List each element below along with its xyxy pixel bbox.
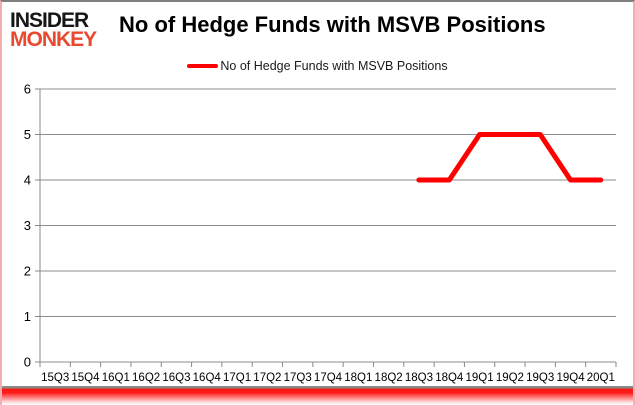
- x-axis-label: 16Q2: [132, 372, 160, 384]
- y-axis-label: 3: [24, 218, 31, 233]
- x-axis-label: 17Q2: [253, 372, 281, 384]
- y-axis-label: 4: [24, 173, 31, 188]
- x-axis-label: 16Q3: [162, 372, 190, 384]
- x-axis-label: 15Q3: [41, 372, 69, 384]
- x-axis-label: 16Q4: [193, 372, 222, 384]
- legend: No of Hedge Funds with MSVB Positions: [2, 59, 633, 73]
- x-axis-label: 19Q1: [466, 372, 494, 384]
- logo-line1: INSIDER: [10, 9, 89, 32]
- x-axis-label: 17Q3: [284, 372, 312, 384]
- y-axis-label: 0: [24, 355, 31, 370]
- x-axis-label: 17Q4: [314, 372, 343, 384]
- x-axis-label: 18Q2: [375, 372, 403, 384]
- x-axis-label: 16Q1: [102, 372, 130, 384]
- x-axis-label: 19Q4: [556, 372, 585, 384]
- y-axis-label: 5: [24, 127, 31, 142]
- x-axis-label: 19Q3: [526, 372, 554, 384]
- x-axis-label: 18Q1: [344, 372, 372, 384]
- x-axis-label: 18Q3: [405, 372, 433, 384]
- legend-label: No of Hedge Funds with MSVB Positions: [220, 59, 448, 73]
- bottom-red-glow: [2, 386, 633, 405]
- x-axis-label: 18Q4: [435, 372, 464, 384]
- y-axis-label: 2: [24, 264, 31, 279]
- x-axis-label: 19Q2: [496, 372, 524, 384]
- legend-line-marker: [187, 64, 219, 68]
- x-axis-label: 17Q1: [223, 372, 251, 384]
- logo-line2: MONKEY: [10, 28, 97, 52]
- y-axis-label: 1: [24, 309, 31, 324]
- insider-monkey-logo: INSIDER MONKEY: [10, 9, 97, 52]
- x-axis-label: 20Q1: [587, 372, 615, 384]
- series-line: [416, 132, 604, 183]
- page-title: No of Hedge Funds with MSVB Positions: [119, 12, 546, 37]
- x-axis-label: 15Q4: [71, 372, 100, 384]
- y-axis-label: 6: [24, 82, 31, 97]
